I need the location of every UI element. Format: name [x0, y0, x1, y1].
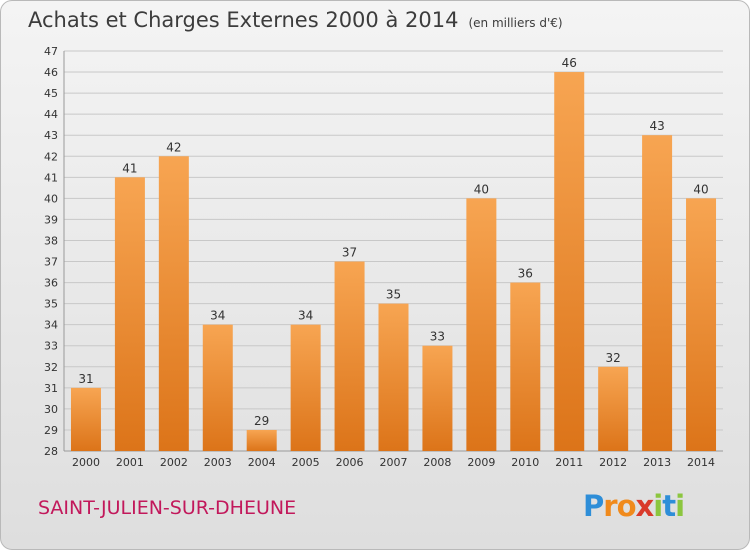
logo-letter: i [675, 489, 685, 523]
y-tick-label: 42 [44, 150, 58, 163]
x-tick-label: 2006 [336, 456, 364, 469]
x-tick-label: 2010 [511, 456, 539, 469]
chart-title-block: Achats et Charges Externes 2000 à 2014 (e… [28, 8, 563, 32]
bar [466, 198, 497, 451]
y-tick-label: 30 [44, 403, 58, 416]
bar [246, 429, 277, 451]
x-tick-label: 2013 [643, 456, 671, 469]
y-tick-label: 36 [44, 277, 58, 290]
y-tick-label: 35 [44, 298, 58, 311]
x-tick-label: 2004 [248, 456, 276, 469]
proxiti-logo: Proxiti [583, 489, 685, 523]
bar [114, 177, 145, 451]
chart-unit: (en milliers d'€) [468, 16, 563, 30]
y-tick-label: 43 [44, 129, 58, 142]
bar [158, 156, 189, 451]
bar [642, 135, 673, 452]
y-tick-label: 41 [44, 171, 58, 184]
data-label: 34 [210, 309, 225, 323]
bar [598, 366, 629, 451]
data-label: 32 [606, 351, 621, 365]
data-label: 34 [298, 309, 313, 323]
x-tick-label: 2011 [555, 456, 583, 469]
y-tick-label: 28 [44, 445, 58, 458]
data-label: 43 [649, 119, 664, 133]
y-tick-label: 37 [44, 256, 58, 269]
x-tick-label: 2005 [292, 456, 320, 469]
x-tick-label: 2002 [160, 456, 188, 469]
y-tick-label: 46 [44, 66, 58, 79]
x-tick-label: 2008 [423, 456, 451, 469]
data-label: 35 [386, 288, 401, 302]
data-label: 46 [562, 56, 577, 70]
bar [554, 72, 585, 451]
data-label: 40 [474, 182, 489, 196]
data-label: 41 [122, 161, 137, 175]
y-tick-label: 39 [44, 213, 58, 226]
bar [686, 198, 717, 451]
data-label: 33 [430, 330, 445, 344]
x-tick-label: 2003 [204, 456, 232, 469]
y-tick-label: 47 [44, 45, 58, 58]
data-label: 42 [166, 140, 181, 154]
bar [510, 282, 541, 451]
x-tick-label: 2001 [116, 456, 144, 469]
y-tick-label: 32 [44, 361, 58, 374]
bar [290, 324, 321, 451]
x-tick-label: 2012 [599, 456, 627, 469]
logo-letter: o [616, 489, 637, 523]
bar [202, 324, 233, 451]
y-tick-label: 31 [44, 382, 58, 395]
y-tick-label: 29 [44, 424, 58, 437]
data-label: 40 [693, 182, 708, 196]
bar [70, 387, 101, 451]
town-name: SAINT-JULIEN-SUR-DHEUNE [38, 497, 297, 519]
logo-letter: x [635, 489, 655, 523]
y-tick-label: 33 [44, 340, 58, 353]
bar [378, 303, 409, 451]
logo-letter: t [662, 489, 676, 523]
x-tick-label: 2007 [380, 456, 408, 469]
y-tick-label: 34 [44, 319, 58, 332]
x-tick-label: 2000 [72, 456, 100, 469]
data-label: 29 [254, 414, 269, 428]
data-label: 31 [78, 372, 93, 386]
data-label: 36 [518, 267, 533, 281]
bar [422, 345, 453, 451]
bar [334, 261, 365, 451]
data-label: 37 [342, 246, 357, 260]
logo-letter: P [583, 489, 604, 523]
y-tick-label: 38 [44, 234, 58, 247]
chart-title: Achats et Charges Externes 2000 à 2014 [28, 8, 459, 32]
x-tick-label: 2009 [467, 456, 495, 469]
logo-letter: r [603, 489, 617, 523]
y-tick-label: 45 [44, 87, 58, 100]
logo-letter: i [653, 489, 663, 523]
x-tick-label: 2014 [687, 456, 715, 469]
y-tick-label: 44 [44, 108, 58, 121]
y-tick-label: 40 [44, 192, 58, 205]
